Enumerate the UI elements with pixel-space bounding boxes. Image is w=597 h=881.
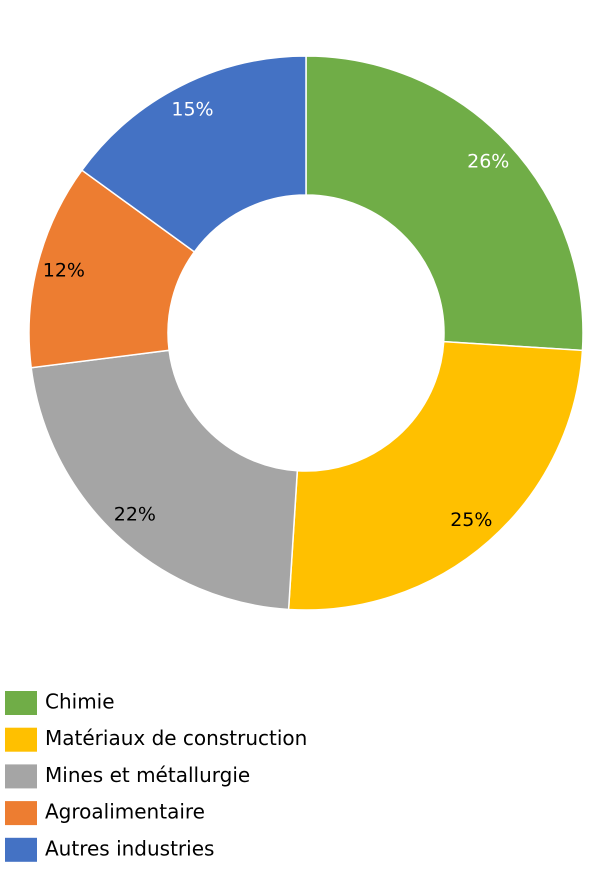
donut-segment bbox=[287, 340, 584, 611]
donut-segment bbox=[30, 349, 299, 611]
data-label: 12% bbox=[43, 259, 85, 281]
legend-label: Autres industries bbox=[45, 836, 214, 860]
donut-segment bbox=[28, 169, 196, 369]
donut-segment bbox=[305, 55, 584, 352]
legend-label: Agroalimentaire bbox=[45, 800, 205, 824]
legend-swatch bbox=[5, 801, 37, 826]
data-label: 22% bbox=[114, 504, 156, 526]
legend-label: Matériaux de construction bbox=[45, 726, 307, 750]
legend-swatch bbox=[5, 727, 37, 752]
legend-swatch bbox=[5, 837, 37, 862]
data-label: 26% bbox=[467, 150, 509, 172]
donut-segment bbox=[80, 55, 307, 253]
legend-swatch bbox=[5, 764, 37, 789]
legend-label: Chimie bbox=[45, 690, 115, 714]
data-label: 25% bbox=[450, 509, 492, 531]
legend-label: Mines et métallurgie bbox=[45, 763, 250, 787]
data-label: 15% bbox=[171, 99, 213, 121]
legend-swatch bbox=[5, 691, 37, 715]
